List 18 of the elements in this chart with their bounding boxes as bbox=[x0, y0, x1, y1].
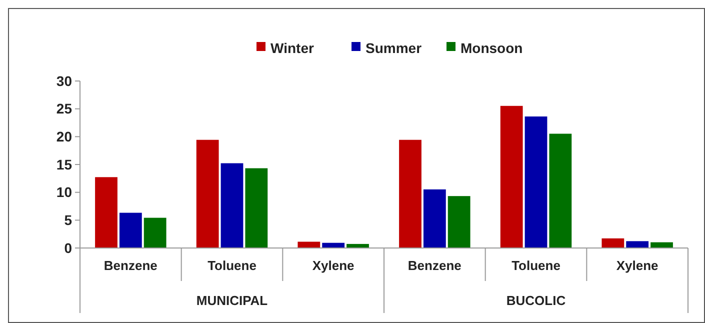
x-tick-label: Xylene bbox=[616, 258, 658, 273]
legend-label: Summer bbox=[366, 40, 422, 56]
legend-label: Winter bbox=[270, 40, 314, 56]
y-tick-label: 20 bbox=[56, 128, 72, 145]
text: MUNICIPAL bbox=[196, 293, 268, 308]
x-tick-label: Toluene bbox=[512, 258, 560, 273]
text: BUCOLIC bbox=[506, 293, 566, 308]
x-tick-label: Xylene bbox=[312, 258, 354, 273]
x-tick-label: Benzene bbox=[104, 258, 158, 273]
y-tick-label: 5 bbox=[64, 212, 72, 228]
legend-label: Monsoon bbox=[460, 40, 523, 56]
y-tick-label: 30 bbox=[56, 72, 72, 89]
x-tick-label: Toluene bbox=[208, 258, 256, 273]
y-tick-label: 25 bbox=[56, 100, 72, 117]
x-tick-label: Benzene bbox=[408, 258, 462, 273]
y-tick-label: 15 bbox=[56, 156, 72, 172]
y-tick-label: 10 bbox=[56, 184, 72, 200]
y-tick-label: 0 bbox=[64, 240, 72, 256]
